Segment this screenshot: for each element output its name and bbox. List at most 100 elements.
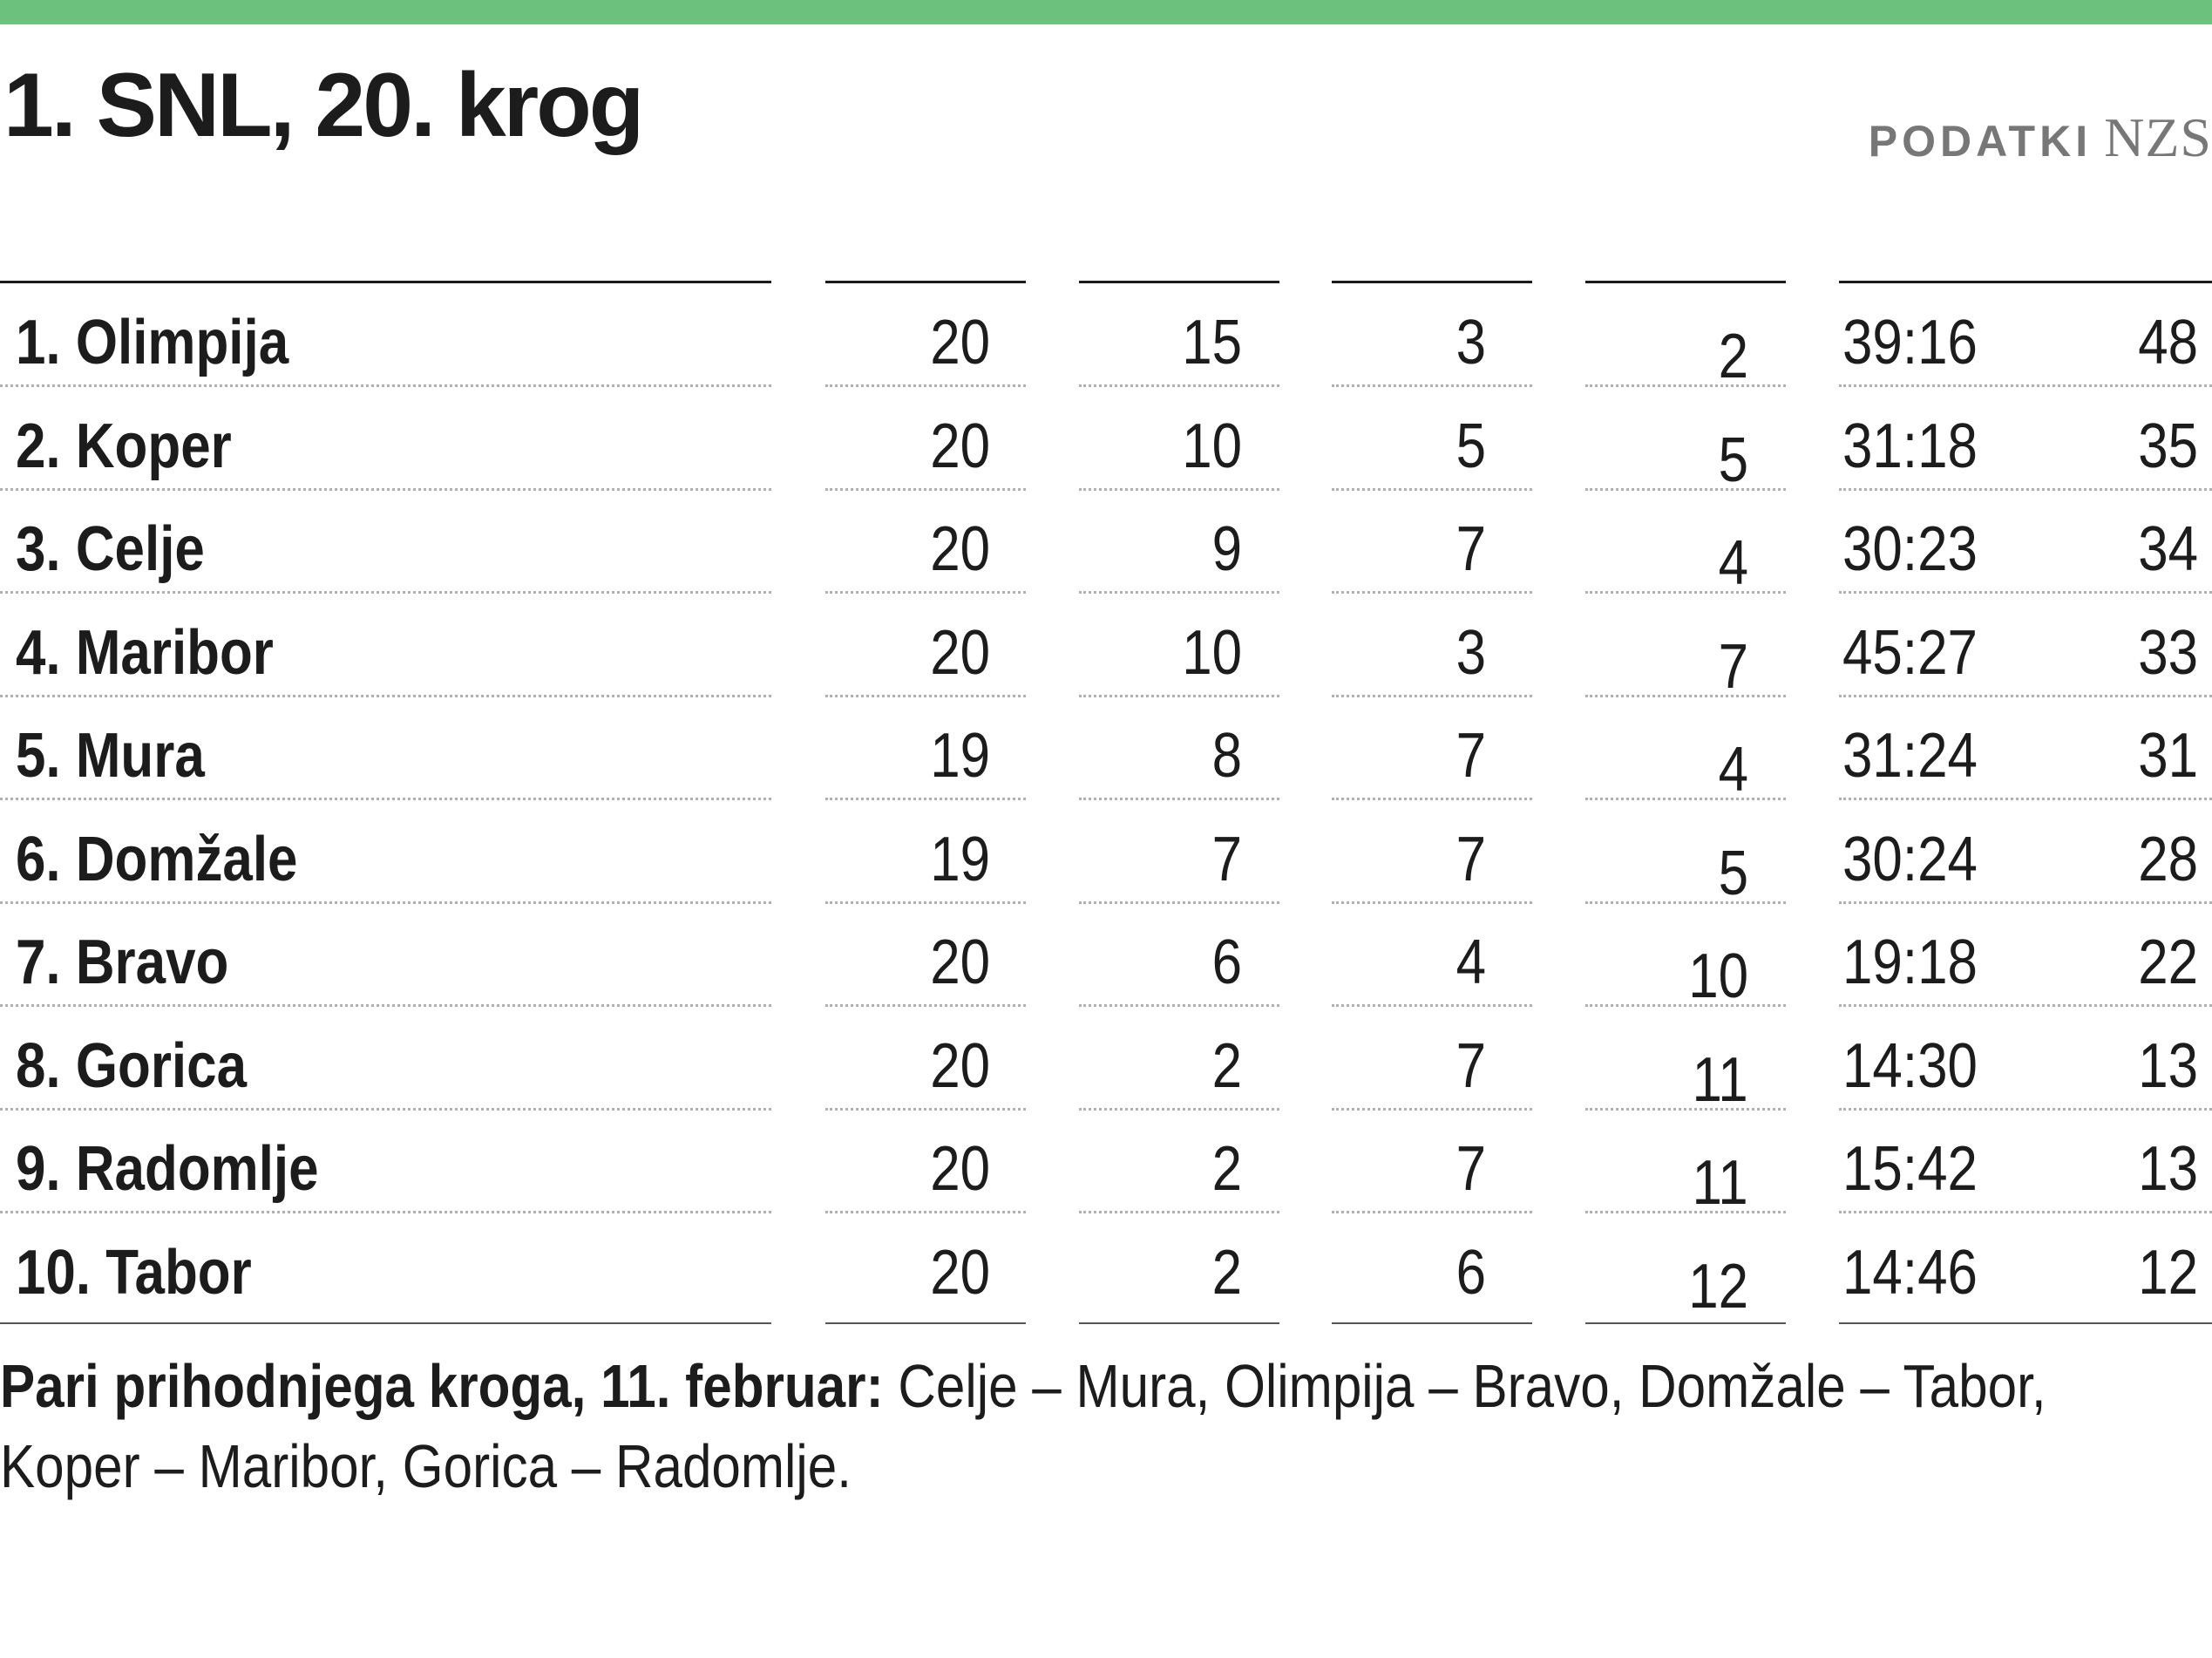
cell-lost: 11 — [1692, 1148, 1748, 1218]
row-separator — [1839, 694, 2212, 697]
source-credit: PODATKI NZS — [1869, 103, 2212, 187]
row-separator — [1585, 798, 1786, 800]
bottom-rule-won — [1079, 1322, 1279, 1324]
team-name: 3. Celje — [16, 514, 205, 584]
row-separator — [1585, 1211, 1786, 1213]
cell-won: 9 — [1211, 514, 1242, 584]
row-separator — [1839, 591, 2212, 594]
row-separator — [825, 900, 1026, 904]
cell-drawn: 4 — [1455, 928, 1486, 997]
cell-goals: 14:46 — [1842, 1237, 1978, 1308]
cell-drawn: 5 — [1455, 411, 1486, 481]
top-accent-bar — [0, 0, 2212, 24]
cell-goals: 15:42 — [1842, 1134, 1978, 1204]
cell-won: 10 — [1182, 617, 1242, 688]
row-separator — [1839, 487, 2212, 491]
team-name: 1. Olimpija — [16, 308, 289, 377]
cell-lost: 10 — [1688, 941, 1748, 1011]
team-name: 6. Domžale — [16, 824, 298, 894]
cell-lost: 4 — [1718, 735, 1748, 805]
row-separator — [825, 798, 1026, 800]
row-separator — [1585, 1107, 1786, 1111]
source-kicker: PODATKI — [1868, 117, 2093, 166]
cell-lost: 12 — [1688, 1251, 1748, 1322]
cell-won: 7 — [1211, 824, 1242, 894]
cell-points: 33 — [2138, 617, 2198, 688]
cell-points: 35 — [2138, 411, 2198, 481]
cell-played: 19 — [930, 721, 990, 791]
table-row: 4. Maribor 20 10 3 7 33 45:27 — [0, 594, 2212, 702]
row-separator — [1585, 591, 1786, 594]
cell-goals: 14:30 — [1842, 1030, 1978, 1101]
team-name: 2. Koper — [16, 411, 232, 481]
cell-played: 20 — [930, 308, 990, 377]
cell-goals: 19:18 — [1842, 928, 1978, 997]
cell-lost: 5 — [1718, 425, 1748, 495]
row-separator — [0, 694, 771, 697]
column-rule-lost — [1585, 281, 1786, 283]
cell-lost: 7 — [1718, 631, 1748, 702]
cell-played: 20 — [930, 514, 990, 584]
row-separator — [1585, 694, 1786, 697]
row-separator — [1839, 900, 2212, 904]
row-separator — [1332, 798, 1532, 800]
row-separator — [1585, 900, 1786, 904]
cell-played: 20 — [930, 1237, 990, 1308]
cell-played: 20 — [930, 617, 990, 688]
cell-points: 48 — [2138, 308, 2198, 377]
row-separator — [1079, 591, 1279, 594]
footnote-text: Celje – Mura, Olimpija – Bravo, Domžale … — [0, 1352, 2046, 1500]
cell-lost: 11 — [1692, 1044, 1748, 1115]
row-separator — [1585, 384, 1786, 387]
team-name: 7. Bravo — [16, 928, 229, 997]
bottom-rule-played — [825, 1322, 1026, 1324]
page-title: 1. SNL, 20. krog — [3, 55, 644, 156]
team-name: 9. Radomlje — [16, 1134, 319, 1204]
cell-goals: 30:23 — [1842, 514, 1978, 584]
cell-won: 15 — [1182, 308, 1242, 377]
row-separator — [0, 900, 771, 904]
bottom-rule-goals-points — [1839, 1322, 2212, 1324]
column-rule-drawn — [1332, 281, 1532, 283]
row-separator — [1585, 1004, 1786, 1007]
row-separator — [825, 694, 1026, 697]
cell-drawn: 7 — [1455, 721, 1486, 791]
row-separator — [1332, 694, 1532, 697]
cell-won: 2 — [1211, 1237, 1242, 1308]
cell-goals: 39:16 — [1842, 308, 1978, 377]
row-separator — [1079, 694, 1279, 697]
row-separator — [1332, 591, 1532, 594]
team-name: 5. Mura — [16, 721, 205, 791]
cell-played: 19 — [930, 824, 990, 894]
table-row: 3. Celje 20 9 7 4 34 30:23 — [0, 490, 2212, 598]
row-separator — [1079, 1107, 1279, 1111]
row-separator — [1332, 1211, 1532, 1213]
row-separator — [0, 487, 771, 491]
table-row: 10. Tabor 20 2 6 12 12 14:46 — [0, 1213, 2212, 1322]
row-separator — [0, 1004, 771, 1007]
row-separator — [825, 487, 1026, 491]
cell-points: 34 — [2138, 514, 2198, 584]
row-separator — [0, 798, 771, 800]
row-separator — [1079, 1211, 1279, 1213]
cell-goals: 31:24 — [1842, 721, 1978, 791]
row-separator — [0, 591, 771, 594]
row-separator — [825, 1211, 1026, 1213]
next-round-footnote: Pari prihodnjega kroga, 11. februar: Cel… — [0, 1346, 2099, 1506]
row-separator — [825, 1004, 1026, 1007]
row-separator — [1079, 1004, 1279, 1007]
table-row: 1. Olimpija 20 15 3 2 48 39:16 — [0, 283, 2212, 391]
cell-drawn: 7 — [1455, 514, 1486, 584]
row-separator — [1839, 1004, 2212, 1007]
team-name: 10. Tabor — [16, 1237, 252, 1308]
row-separator — [1585, 487, 1786, 491]
row-separator — [1332, 1107, 1532, 1111]
column-rule-played — [825, 281, 1026, 283]
source-brand: NZS — [2104, 106, 2212, 168]
bottom-rule-drawn — [1332, 1322, 1532, 1324]
cell-drawn: 7 — [1455, 1030, 1486, 1101]
table-row: 6. Domžale 19 7 7 5 28 30:24 — [0, 800, 2212, 908]
row-separator — [1332, 384, 1532, 387]
table-row: 5. Mura 19 8 7 4 31 31:24 — [0, 696, 2212, 805]
cell-goals: 31:18 — [1842, 411, 1978, 481]
